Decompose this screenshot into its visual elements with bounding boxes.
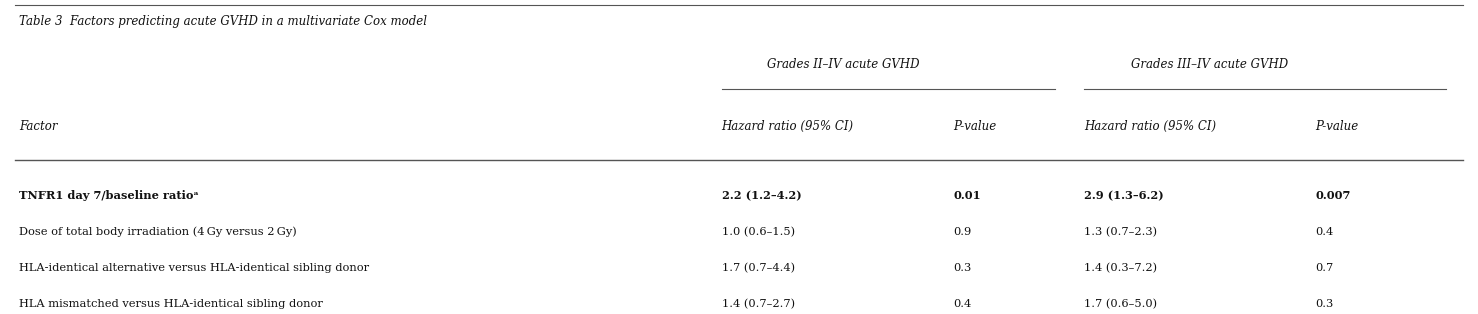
Text: 1.0 (0.6–1.5): 1.0 (0.6–1.5) [721, 227, 795, 237]
Text: 2.9 (1.3–6.2): 2.9 (1.3–6.2) [1083, 190, 1163, 201]
Text: Dose of total body irradiation (4 Gy versus 2 Gy): Dose of total body irradiation (4 Gy ver… [19, 226, 297, 237]
Text: 1.7 (0.7–4.4): 1.7 (0.7–4.4) [721, 263, 795, 273]
Text: 0.4: 0.4 [1315, 227, 1333, 237]
Text: 1.4 (0.7–2.7): 1.4 (0.7–2.7) [721, 299, 795, 310]
Text: 1.4 (0.3–7.2): 1.4 (0.3–7.2) [1083, 263, 1157, 273]
Text: 1.3 (0.7–2.3): 1.3 (0.7–2.3) [1083, 227, 1157, 237]
Text: 0.7: 0.7 [1315, 263, 1333, 273]
Text: P-value: P-value [1315, 120, 1358, 133]
Text: Factor: Factor [19, 120, 58, 133]
Text: HLA-identical alternative versus HLA-identical sibling donor: HLA-identical alternative versus HLA-ide… [19, 263, 370, 273]
Text: Grades II–IV acute GVHD: Grades II–IV acute GVHD [767, 58, 919, 71]
Text: 0.3: 0.3 [953, 263, 971, 273]
Text: Grades III–IV acute GVHD: Grades III–IV acute GVHD [1131, 58, 1289, 71]
Text: 0.9: 0.9 [953, 227, 971, 237]
Text: 0.4: 0.4 [953, 299, 971, 309]
Text: 2.2 (1.2–4.2): 2.2 (1.2–4.2) [721, 190, 801, 201]
Text: 0.3: 0.3 [1315, 299, 1333, 309]
Text: Hazard ratio (95% CI): Hazard ratio (95% CI) [721, 120, 854, 133]
Text: HLA mismatched versus HLA-identical sibling donor: HLA mismatched versus HLA-identical sibl… [19, 299, 324, 309]
Text: 0.01: 0.01 [953, 190, 981, 201]
Text: P-value: P-value [953, 120, 996, 133]
Text: Table 3  Factors predicting acute GVHD in a multivariate Cox model: Table 3 Factors predicting acute GVHD in… [19, 15, 427, 29]
Text: 1.7 (0.6–5.0): 1.7 (0.6–5.0) [1083, 299, 1157, 310]
Text: TNFR1 day 7/baseline ratioᵃ: TNFR1 day 7/baseline ratioᵃ [19, 190, 200, 201]
Text: 0.007: 0.007 [1315, 190, 1351, 201]
Text: Hazard ratio (95% CI): Hazard ratio (95% CI) [1083, 120, 1216, 133]
